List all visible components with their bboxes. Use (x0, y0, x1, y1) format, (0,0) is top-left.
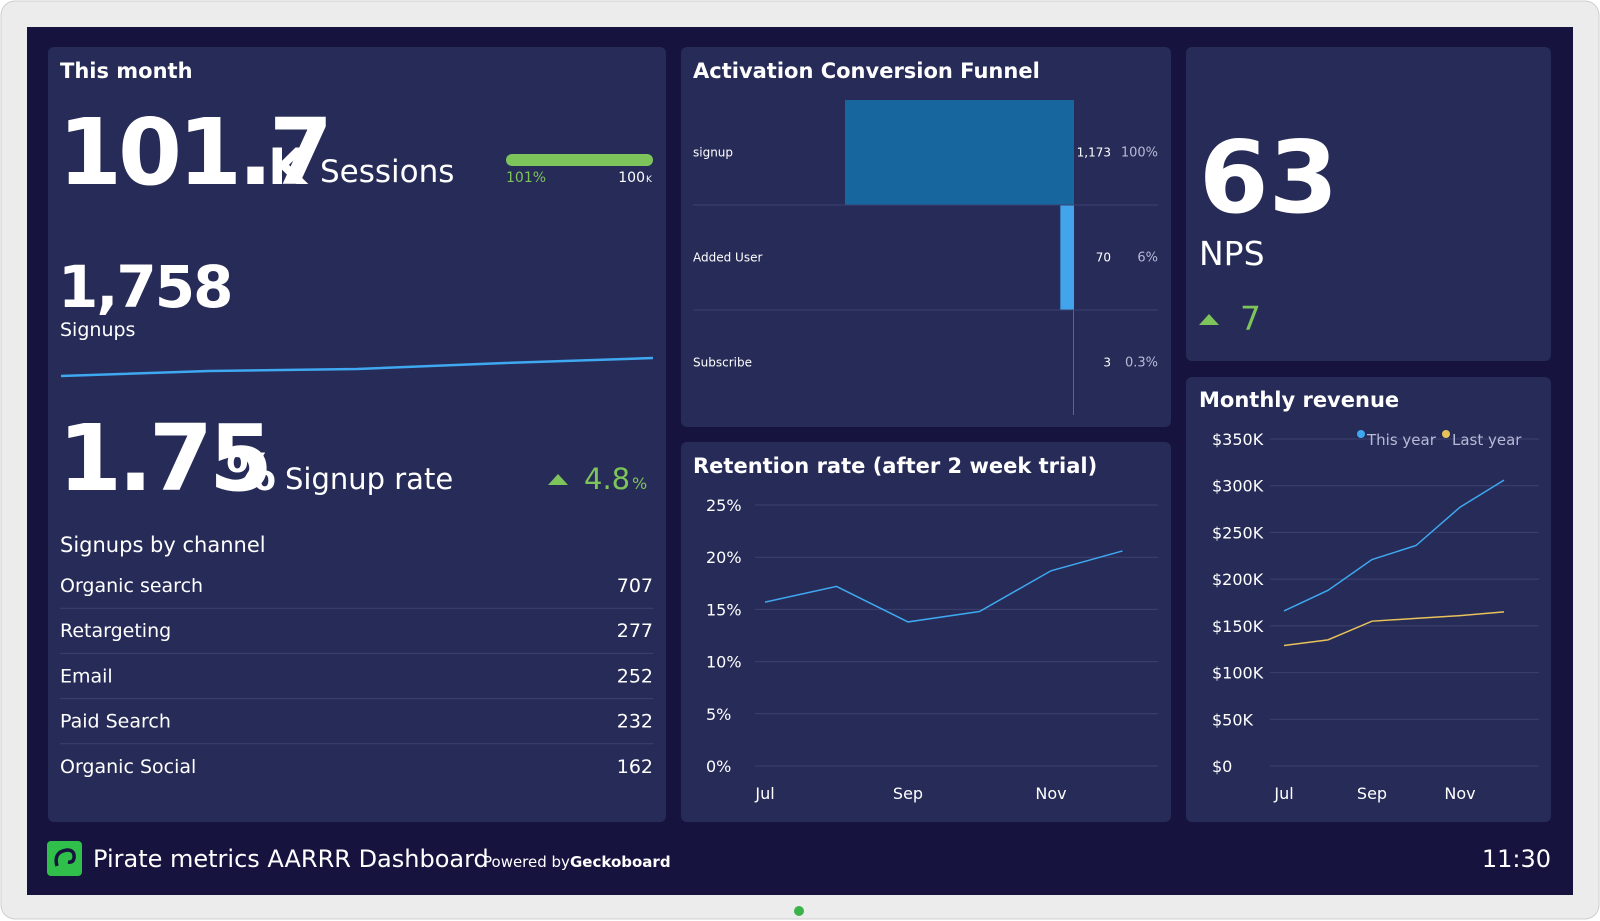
powered-by: Powered by (483, 853, 570, 871)
big-number: 1.75 (58, 405, 269, 512)
gauge-max: 100 (618, 170, 645, 186)
channel-value: 252 (617, 665, 653, 687)
section-title: Signups by channel (60, 533, 266, 557)
panel-title: Monthly revenue (1199, 388, 1399, 412)
funnel-percent: 0.3% (1125, 356, 1158, 371)
funnel-label: Added User (693, 251, 762, 265)
funnel-percent: 100% (1121, 146, 1158, 161)
y-tick-label: 20% (706, 548, 742, 567)
panel-title: This month (60, 59, 193, 83)
y-tick-label: $50K (1212, 710, 1254, 729)
logo-mark (54, 848, 76, 867)
x-tick-label: Sep (893, 784, 923, 803)
legend-dot (1357, 430, 1365, 438)
x-tick-label: Nov (1444, 784, 1475, 803)
metric-label: NPS (1199, 234, 1265, 273)
x-tick-label: Nov (1035, 784, 1066, 803)
y-tick-label: $100K (1212, 664, 1264, 683)
legend-dot (1442, 430, 1450, 438)
up-arrow (1199, 314, 1219, 325)
funnel-value: 1,173 (1077, 146, 1111, 160)
channel-name: Retargeting (60, 620, 171, 642)
funnel-label: signup (693, 146, 733, 160)
y-tick-label: $300K (1212, 477, 1264, 496)
power-led (794, 906, 804, 916)
gauge-bar (506, 154, 653, 166)
channel-table: Organic search 707 Retargeting 277 Email 252 P… (60, 575, 653, 778)
line (1283, 479, 1505, 612)
big-number: 101.7 (58, 99, 329, 206)
change: 4.8 (584, 462, 630, 496)
panel-title: Activation Conversion Funnel (693, 59, 1040, 83)
channel-value: 232 (617, 711, 653, 733)
channel-name: Paid Search (60, 711, 171, 733)
x-tick-label: Jul (1273, 784, 1293, 803)
metric-label: Signup rate (285, 462, 453, 496)
y-tick-label: $150K (1212, 617, 1264, 636)
gauge-max-unit: K (646, 175, 653, 185)
channel-name: Email (60, 665, 113, 687)
y-tick-label: $200K (1212, 570, 1264, 589)
y-tick-label: $250K (1212, 523, 1264, 542)
line (1283, 611, 1505, 647)
big-number: 63 (1199, 119, 1338, 236)
x-tick-label: Jul (754, 784, 774, 803)
brand: Geckoboard (570, 853, 671, 871)
clock: 11:30 (1482, 845, 1551, 873)
channel-value: 162 (617, 756, 653, 778)
panel-title: Retention rate (after 2 week trial) (693, 454, 1097, 478)
gauge-label: 101% (506, 170, 546, 186)
legend-label: This year (1366, 431, 1437, 449)
x-tick-label: Sep (1357, 784, 1387, 803)
logo (47, 841, 82, 876)
funnel-bar (1060, 205, 1074, 310)
metric-label: Signups (60, 319, 135, 341)
dashboard-title: Pirate metrics AARRR Dashboard (93, 845, 489, 873)
funnel-value: 70 (1096, 251, 1111, 265)
panel (1186, 377, 1551, 822)
channel-name: Organic search (60, 575, 203, 597)
funnel-percent: 6% (1137, 251, 1158, 266)
channel-name: Organic Social (60, 756, 196, 778)
panel (681, 442, 1171, 822)
y-tick-label: $0 (1212, 757, 1232, 776)
y-tick-label: 15% (706, 600, 742, 619)
y-tick-label: 10% (706, 653, 742, 672)
change-unit: % (632, 474, 647, 493)
y-tick-label: $350K (1212, 430, 1264, 449)
funnel-bar (845, 100, 1074, 205)
funnel-bar (1073, 310, 1074, 415)
channel-value: 707 (617, 575, 653, 597)
y-tick-label: 25% (706, 496, 742, 515)
big-number: 1,758 (58, 253, 231, 321)
channel-value: 277 (617, 620, 653, 642)
metric-label: Sessions (320, 154, 454, 190)
line (764, 550, 1123, 623)
sparkline (60, 356, 654, 378)
y-tick-label: 0% (706, 757, 731, 776)
y-tick-label: 5% (706, 705, 731, 724)
legend-label: Last year (1452, 431, 1522, 449)
unit: % (226, 444, 276, 502)
funnel-label: Subscribe (693, 356, 752, 370)
panel (1186, 47, 1551, 361)
funnel-value: 3 (1103, 356, 1111, 370)
unit: K (268, 138, 309, 196)
up-arrow (548, 474, 568, 485)
panel (48, 47, 666, 822)
change: 7 (1240, 299, 1261, 338)
